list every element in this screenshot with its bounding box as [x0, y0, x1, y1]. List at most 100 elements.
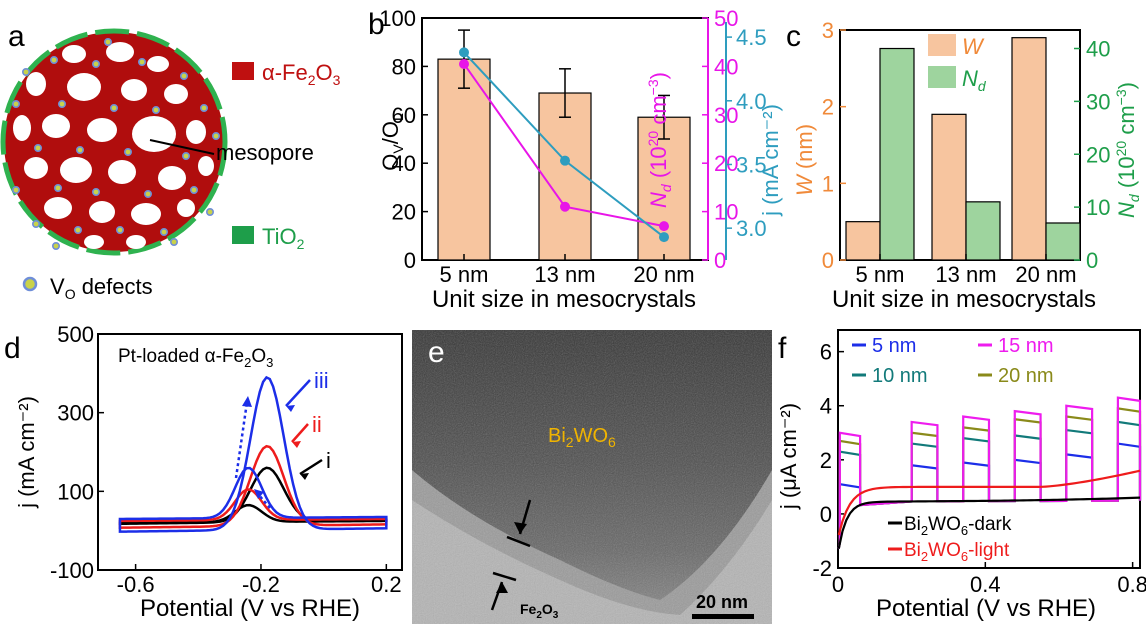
- b-x-tick-label: 5 nm: [440, 262, 489, 287]
- e-fe2o3-label: Fe2O3: [520, 601, 559, 621]
- mesopore: [106, 42, 134, 62]
- d-cv-curve: [118, 444, 388, 529]
- mesopore: [108, 160, 136, 184]
- e-scale-bar-label: 20 nm: [696, 592, 748, 612]
- f-legend-label: 20 nm: [998, 365, 1054, 387]
- b-j-point: [659, 232, 669, 243]
- c-ylabel-right: Nd (1020 cm−3): [1113, 82, 1142, 218]
- vo-defect: [12, 186, 21, 195]
- c-x-tick-label: 5 nm: [856, 262, 905, 287]
- b-left-tick-label: 100: [379, 6, 416, 31]
- vo-defect: [138, 57, 147, 66]
- vo-defect: [206, 208, 215, 217]
- b-right-tick-label: 4.0: [736, 89, 767, 114]
- panel-e: e Bi2WO6 Fe2O3 20 nm: [412, 330, 772, 624]
- d-curve-label: ii: [312, 412, 322, 437]
- c-ylabel-left: W (nm): [792, 124, 817, 196]
- c-nd-bar: [1045, 222, 1081, 261]
- c-legend-nd-swatch: [928, 66, 956, 88]
- d-curve-arrow: [291, 423, 309, 443]
- b-ylabel-mid: Nd (1020 cm−3): [645, 72, 674, 208]
- c-left-tick-label: 2: [822, 95, 834, 120]
- legend-tio2-label: TiO2: [262, 224, 305, 252]
- d-curve-label: i: [326, 448, 331, 473]
- mesopore: [131, 203, 161, 225]
- c-x-tick-label: 13 nm: [935, 262, 996, 287]
- panel-e-letter: e: [428, 336, 445, 369]
- d-y-tick-label: 100: [57, 479, 94, 504]
- vo-defect: [180, 72, 189, 81]
- c-xlabel: Unit size in mesocrystals: [832, 286, 1096, 313]
- b-ylabel-left: OV/OL: [378, 113, 406, 171]
- vo-defect: [110, 104, 119, 113]
- mesopore: [44, 197, 72, 219]
- fe2o3-swatch: [232, 62, 254, 80]
- f-legend2-label: Bi2WO6-dark: [904, 514, 1012, 538]
- mesopore: [198, 156, 214, 176]
- d-cv-curve: [118, 466, 388, 526]
- f-legend-label: 5 nm: [872, 335, 916, 357]
- f-legend-label: 15 nm: [998, 335, 1054, 357]
- d-plot-frame: [97, 333, 403, 571]
- c-w-bar: [931, 113, 967, 261]
- mesopore: [186, 120, 206, 144]
- d-xlabel: Potential (V vs RHE): [140, 595, 360, 622]
- panel-b-letter: b: [368, 8, 385, 41]
- b-j-point: [459, 47, 469, 58]
- vo-defect: [160, 228, 169, 237]
- d-curve-arrowhead: [300, 473, 309, 480]
- e-arrow-bottom-head: [496, 582, 508, 593]
- panel-d-letter: d: [4, 332, 21, 365]
- b-left-tick-label: 60: [392, 103, 416, 128]
- vo-defect: [170, 238, 179, 247]
- legend-vo-label: VO defects: [50, 274, 153, 302]
- f-y-tick-label: -2: [812, 556, 832, 581]
- c-nd-bar: [965, 201, 1001, 261]
- vo-defect: [49, 55, 58, 64]
- b-ylabel-right: j (mA cm⁻²): [758, 104, 783, 217]
- b-left-tick-label: 20: [392, 200, 416, 225]
- tio2-swatch: [232, 226, 254, 244]
- vo-defect: [57, 100, 66, 109]
- mesopore: [62, 45, 86, 63]
- b-x-tick-label: 20 nm: [633, 262, 694, 287]
- c-right-tick-label: 20: [1086, 142, 1110, 167]
- vo-defect-icon: [22, 276, 38, 292]
- d-scan-arrowhead: [242, 396, 252, 407]
- d-curve-arrow: [299, 458, 323, 476]
- b-nd-point: [659, 221, 669, 232]
- f-xlabel: Potential (V vs RHE): [876, 595, 1096, 622]
- mesopore: [121, 79, 147, 101]
- d-curve-label: iii: [314, 368, 329, 393]
- mesopore: [84, 235, 104, 249]
- c-w-bar: [1011, 37, 1047, 261]
- d-curve-arrowhead: [292, 441, 301, 448]
- vo-defect: [12, 100, 21, 109]
- vo-defect: [92, 188, 101, 197]
- b-right-tick-label: 3.5: [736, 152, 767, 177]
- vo-defect: [92, 59, 101, 68]
- f-x-tick-label: 0.4: [970, 572, 1001, 597]
- mesopore: [177, 199, 195, 217]
- c-right-tick-label: 30: [1086, 89, 1110, 114]
- b-left-tick-label: 0: [404, 248, 416, 273]
- d-scan-arrowhead-rev: [254, 489, 264, 499]
- b-j-point: [560, 155, 570, 166]
- c-right-tick-label: 40: [1086, 37, 1110, 62]
- mesopore: [13, 115, 31, 141]
- mesopore: [60, 157, 92, 183]
- c-left-tick-label: 1: [822, 171, 834, 196]
- tio2-shell: [0, 28, 228, 256]
- b-bar: [538, 92, 592, 261]
- vo-defect: [76, 146, 85, 155]
- c-legend-nd-label: Nd: [962, 66, 987, 94]
- b-left-tick-label: 80: [392, 54, 416, 79]
- vo-defect: [74, 226, 83, 235]
- mesopore: [158, 166, 186, 190]
- f-y-tick-label: 6: [820, 340, 832, 365]
